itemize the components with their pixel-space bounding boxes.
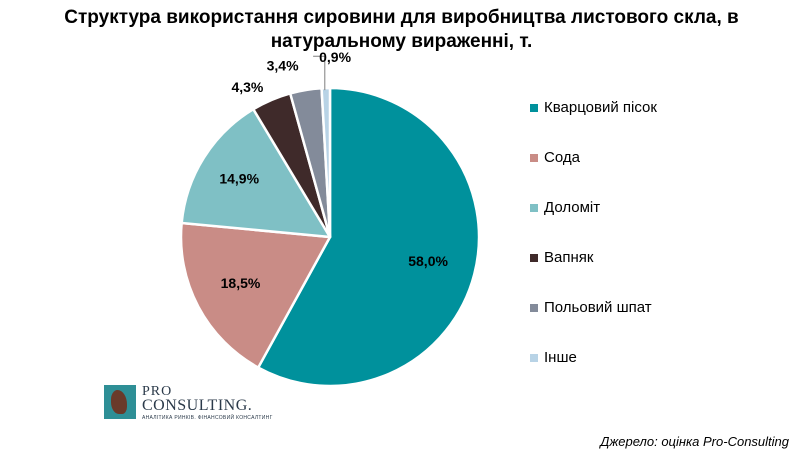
legend-item-feldspar: Польовий шпат: [530, 298, 790, 348]
logo-name-text: CONSULTING.: [142, 397, 253, 414]
legend-label: Вапняк: [544, 249, 594, 266]
slice-label-dolomite: 14,9%: [219, 171, 259, 187]
chart-title-line-1: Структура використання сировини для виро…: [64, 7, 739, 28]
legend-swatch: [530, 204, 538, 212]
legend-item-limestone: Вапняк: [530, 248, 790, 298]
source-note: Джерело: оцінка Pro-Consulting: [600, 434, 789, 449]
legend-swatch: [530, 254, 538, 262]
pie-slice-soda: [179, 221, 332, 369]
slice-label-limestone: 4,3%: [231, 79, 263, 95]
chart-title: Структура використання сировини для виро…: [20, 6, 783, 54]
logo-tagline: АНАЛІТИКА РИНКІВ. ФІНАНСОВИЙ КОНСАЛТИНГ: [142, 415, 273, 421]
legend-label: Польовий шпат: [544, 299, 652, 316]
slice-label-other: 0,9%: [319, 49, 351, 65]
legend-item-quartz-sand: Кварцовий пісок: [530, 98, 790, 148]
legend-label: Доломіт: [544, 199, 601, 216]
label-leader-line: [313, 55, 326, 91]
legend-label: Інше: [544, 349, 577, 366]
legend-item-soda: Сода: [530, 148, 790, 198]
legend-item-other: Інше: [530, 348, 790, 398]
pie-slice-quartz-sand: [256, 86, 481, 388]
pie-slice-dolomite: [180, 107, 332, 239]
horse-emblem-icon: [104, 385, 136, 419]
chart-legend: Кварцовий пісок Сода Доломіт Вапняк Поль…: [530, 98, 790, 398]
legend-swatch: [530, 304, 538, 312]
pie-slice-other: [320, 86, 332, 239]
legend-label: Сода: [544, 149, 580, 166]
pro-consulting-logo: PRO CONSULTING. АНАЛІТИКА РИНКІВ. ФІНАНС…: [104, 383, 274, 423]
logo-pro-text: PRO: [142, 384, 173, 399]
legend-swatch: [530, 154, 538, 162]
legend-label: Кварцовий пісок: [544, 99, 657, 116]
chart-title-line-2: натуральному вираженні, т.: [270, 31, 533, 52]
legend-item-dolomite: Доломіт: [530, 198, 790, 248]
slice-label-soda: 18,5%: [221, 275, 261, 291]
slice-label-quartz-sand: 58,0%: [408, 253, 448, 269]
slice-label-feldspar: 3,4%: [267, 58, 299, 74]
legend-swatch: [530, 104, 538, 112]
legend-swatch: [530, 354, 538, 362]
